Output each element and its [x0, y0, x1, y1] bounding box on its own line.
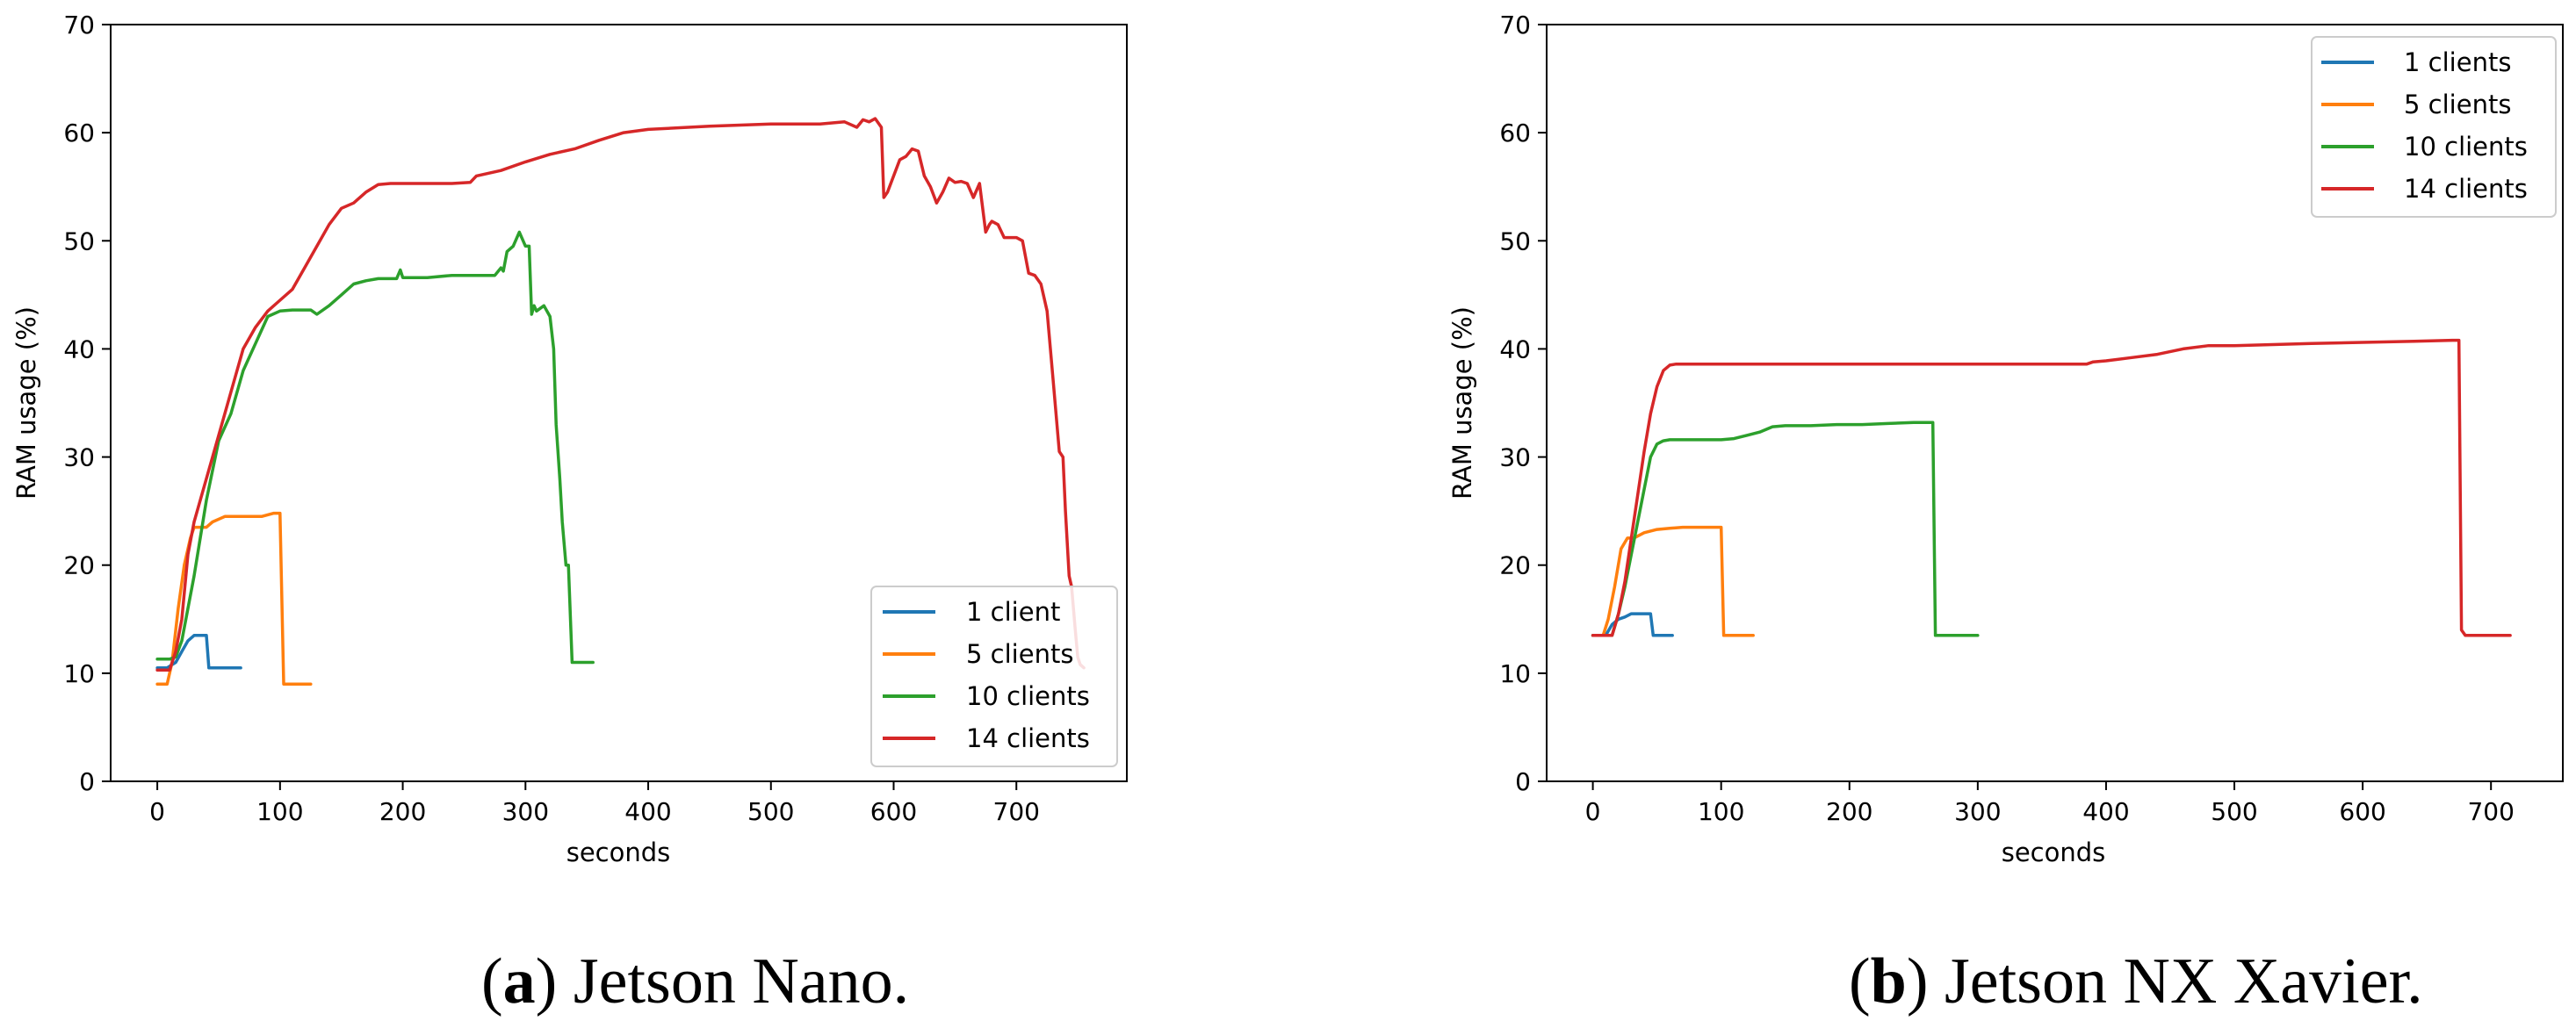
panel-a-plot-frame — [110, 24, 1128, 782]
panel-b-x-tick-label: 600 — [2339, 797, 2385, 826]
panel-a-x-tick-label: 200 — [379, 797, 426, 826]
panel-b-y-tick-label: 10 — [1499, 659, 1531, 688]
panel-a-jetson-nano: 0 10 20 30 40 50 60 70 0 100 200 300 400 500 600 700 s… — [11, 11, 1128, 1017]
panel-a-x-ticks: 0 100 200 300 400 500 600 700 — [149, 781, 1040, 826]
panel-b-x-tick-label: 200 — [1826, 797, 1872, 826]
panel-b-x-tick-label: 500 — [2211, 797, 2257, 826]
panel-b-legend-label-14-clients: 14 clients — [2404, 174, 2528, 204]
panel-a-x-tick-label: 700 — [993, 797, 1040, 826]
panel-a-x-tick-label: 400 — [624, 797, 671, 826]
panel-b-legend-box — [2311, 36, 2557, 218]
panel-a-series-line-1-client — [155, 634, 242, 670]
panel-b-x-tick-label: 100 — [1698, 797, 1744, 826]
panel-b-legend-label-1-clients: 1 clients — [2404, 47, 2511, 77]
panel-a-legend-label-14-clients: 14 clients — [966, 723, 1090, 753]
panel-b-plot-frame — [1546, 24, 2564, 782]
panel-a-y-tick-label: 40 — [63, 334, 95, 363]
panel-b-y-tick-label: 40 — [1499, 334, 1531, 363]
panel-b-legend-label-10-clients: 10 clients — [2404, 132, 2528, 162]
panel-a-caption: (a) Jetson Nano. — [481, 946, 909, 1017]
panel-a-caption-letter: a — [503, 946, 536, 1017]
panel-a-y-tick-label: 0 — [79, 767, 95, 796]
panel-a-legend-box — [870, 586, 1118, 767]
panel-b-series-lines — [1591, 338, 2512, 637]
panel-b-y-tick-label: 50 — [1499, 226, 1531, 255]
panel-b-y-tick-label: 30 — [1499, 443, 1531, 472]
panel-a-series-line-10-clients — [155, 230, 595, 665]
panel-b-x-tick-label: 700 — [2467, 797, 2514, 826]
panel-b-jetson-nx-xavier: 0 10 20 30 40 50 60 70 0 100 200 300 400 500 600 700 s… — [1447, 11, 2564, 1017]
panel-a-caption-text: Jetson Nano. — [557, 946, 909, 1017]
panel-a-x-tick-label: 100 — [256, 797, 303, 826]
panel-b-series-line-10-clients — [1591, 421, 1980, 637]
panel-b-x-axis-label: seconds — [2002, 838, 2106, 867]
panel-a-series-lines — [155, 117, 1086, 686]
panel-a-x-axis-label: seconds — [566, 838, 671, 867]
panel-a-x-tick-label: 600 — [870, 797, 917, 826]
panel-a-legend-label-10-clients: 10 clients — [966, 681, 1090, 711]
panel-a-y-tick-label: 20 — [63, 551, 95, 580]
panel-a-legend-label-5-clients: 5 clients — [966, 639, 1073, 669]
panel-a-y-tick-label: 70 — [63, 11, 95, 40]
panel-a-legend: 1 client 5 clients 10 clients 14 clients — [870, 586, 1118, 767]
panel-a-y-ticks: 0 10 20 30 40 50 60 70 — [63, 11, 111, 796]
panel-b-x-tick-label: 300 — [1954, 797, 2001, 826]
panel-a-series-line-5-clients — [155, 511, 313, 686]
panel-b-series-line-5-clients — [1591, 525, 1755, 637]
panel-a-y-tick-label: 30 — [63, 443, 95, 472]
panel-b-y-axis-label: RAM usage (%) — [1447, 306, 1477, 500]
panel-b-y-tick-label: 0 — [1515, 767, 1531, 796]
panel-b-caption-letter: b — [1871, 946, 1907, 1017]
panel-b-legend: 1 clients 5 clients 10 clients 14 client… — [2311, 36, 2557, 218]
panel-a-x-tick-label: 300 — [502, 797, 549, 826]
panel-a-y-tick-label: 60 — [63, 119, 95, 147]
panel-a-y-axis-label: RAM usage (%) — [11, 306, 41, 500]
panel-b-x-ticks: 0 100 200 300 400 500 600 700 — [1585, 781, 2515, 826]
panel-b-legend-label-5-clients: 5 clients — [2404, 90, 2511, 119]
panel-b-y-ticks: 0 10 20 30 40 50 60 70 — [1499, 11, 1547, 796]
panel-a-y-tick-label: 10 — [63, 659, 95, 688]
panel-b-x-tick-label: 0 — [1585, 797, 1601, 826]
panel-b-caption-text: Jetson NX Xavier. — [1928, 946, 2422, 1017]
panel-a-y-tick-label: 50 — [63, 226, 95, 255]
panel-a-legend-label-1-client: 1 client — [966, 597, 1060, 627]
panel-b-y-tick-label: 70 — [1499, 11, 1531, 40]
panel-a-series-line-14-clients — [155, 117, 1086, 672]
panel-a-x-tick-label: 0 — [149, 797, 165, 826]
panel-b-caption: (b) Jetson NX Xavier. — [1849, 946, 2423, 1017]
panel-b-x-tick-label: 400 — [2082, 797, 2129, 826]
panel-a-x-tick-label: 500 — [747, 797, 794, 826]
panel-b-series-line-14-clients — [1591, 338, 2512, 637]
panel-b-series-line-1-clients — [1591, 612, 1674, 637]
panel-b-y-tick-label: 60 — [1499, 119, 1531, 147]
panel-b-y-tick-label: 20 — [1499, 551, 1531, 580]
